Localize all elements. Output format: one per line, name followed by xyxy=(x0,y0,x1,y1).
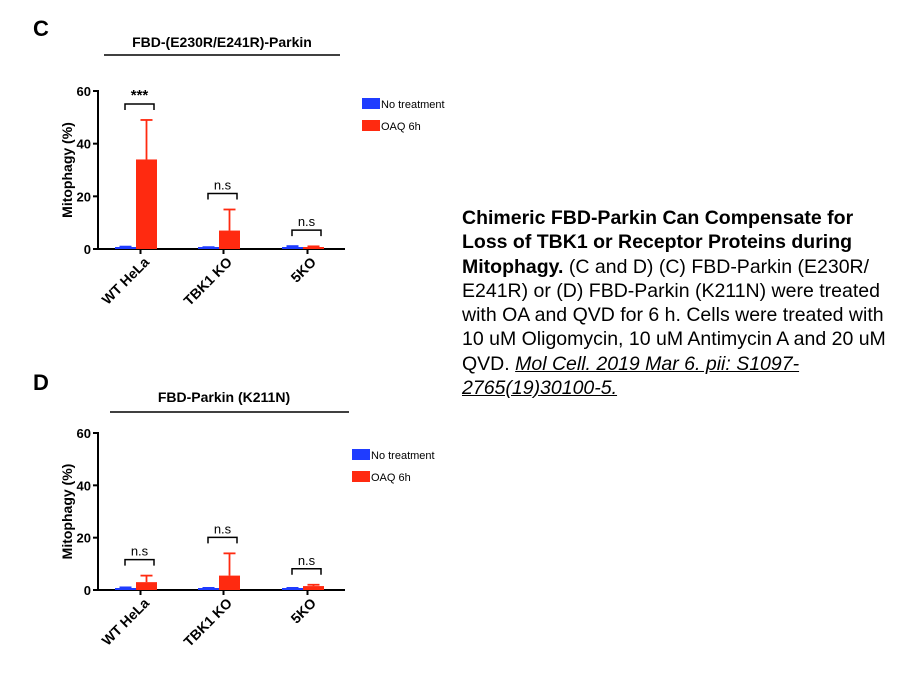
bar-oaq-2 xyxy=(303,586,324,590)
significance-bracket xyxy=(207,536,238,544)
bar-no-treatment-1 xyxy=(198,588,219,590)
y-tick-label: 40 xyxy=(77,478,91,493)
significance-label: n.s xyxy=(298,214,316,229)
chart-panel-c: FBD-(E230R/E241R)-Parkin 0 20 40 60 Mitophagy… xyxy=(59,34,445,309)
x-tick-label: WT HeLa xyxy=(98,595,152,649)
y-tick-label: 0 xyxy=(84,242,91,257)
bar-oaq-1 xyxy=(219,230,240,249)
caption-heading: Chimeric FBD-Parkin Can Compensate for L… xyxy=(462,207,854,278)
bar-no-treatment-0 xyxy=(115,247,136,249)
panel-letter-d: D xyxy=(33,370,49,395)
chart-panel-d: FBD-Parkin (K211N) 0 20 40 60 Mitophagy (%) WT… xyxy=(59,389,435,650)
significance-label: *** xyxy=(131,87,149,104)
significance-label: n.s xyxy=(214,521,232,536)
bar-oaq-0 xyxy=(136,159,157,249)
y-tick-label: 40 xyxy=(77,137,91,152)
caption-citation[interactable]: Mol Cell. 2019 Mar 6. pii: S1097-2765(19… xyxy=(462,352,800,400)
legend-label-oaq: OAQ 6h xyxy=(381,121,421,133)
significance-bracket xyxy=(124,558,155,566)
legend-swatch-no-treatment xyxy=(352,449,370,460)
legend-swatch-no-treatment xyxy=(362,98,380,109)
significance-bracket xyxy=(291,229,322,237)
x-tick-label: 5KO xyxy=(287,254,319,286)
panel-letter-c: C xyxy=(33,16,49,41)
caption-body: (C and D) (C) FBD-Parkin (E230R/ E241R) … xyxy=(462,255,886,375)
y-tick-label: 20 xyxy=(77,531,91,546)
y-tick-label: 20 xyxy=(77,189,91,204)
y-tick-label: 60 xyxy=(77,84,91,99)
y-tick-label: 60 xyxy=(77,426,91,441)
significance-label: n.s xyxy=(131,544,149,559)
bar-no-treatment-0 xyxy=(115,588,136,590)
legend-label-no-treatment: No treatment xyxy=(371,450,435,462)
figure-caption: Chimeric FBD-Parkin Can Compensate for L… xyxy=(462,206,902,400)
x-tick-label: WT HeLa xyxy=(98,254,152,308)
significance-bracket xyxy=(124,103,155,110)
x-tick-label: TBK1 KO xyxy=(180,595,235,650)
significance-bracket xyxy=(207,192,238,200)
legend-swatch-oaq xyxy=(362,120,380,131)
y-axis-label: Mitophagy (%) xyxy=(59,464,75,560)
x-tick-label: 5KO xyxy=(287,595,319,627)
legend-swatch-oaq xyxy=(352,471,370,482)
significance-label: n.s xyxy=(214,178,232,193)
chart-title: FBD-(E230R/E241R)-Parkin xyxy=(132,34,312,50)
y-axis-label: Mitophagy (%) xyxy=(59,122,75,218)
bar-no-treatment-2 xyxy=(282,588,303,590)
bar-no-treatment-2 xyxy=(282,247,303,249)
significance-label: n.s xyxy=(298,553,316,568)
significance-bracket xyxy=(291,568,322,575)
legend-label-no-treatment: No treatment xyxy=(381,99,445,111)
bar-oaq-2 xyxy=(303,247,324,249)
chart-title: FBD-Parkin (K211N) xyxy=(158,389,290,405)
x-tick-label: TBK1 KO xyxy=(180,254,235,309)
legend-label-oaq: OAQ 6h xyxy=(371,472,411,484)
y-tick-label: 0 xyxy=(84,583,91,598)
bar-oaq-0 xyxy=(136,582,157,590)
bar-oaq-1 xyxy=(219,575,240,590)
